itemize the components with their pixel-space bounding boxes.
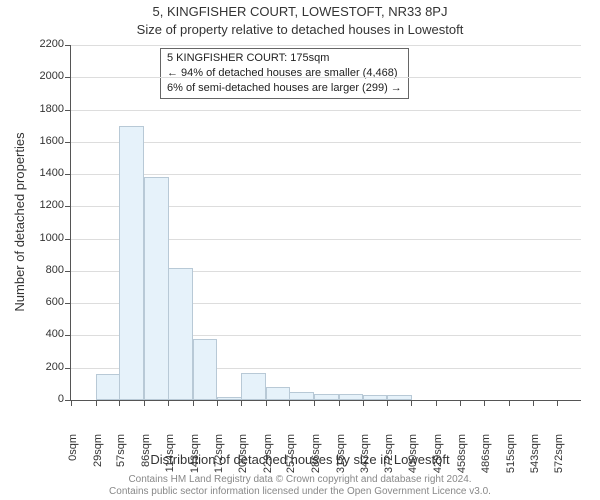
y-tick-label: 800: [28, 264, 64, 276]
y-tick-label: 600: [28, 296, 64, 308]
histogram-bar: [193, 339, 218, 400]
x-tick: [241, 400, 242, 406]
x-tick: [363, 400, 364, 406]
y-tick: [65, 174, 71, 175]
x-tick: [168, 400, 169, 406]
histogram-bar: [314, 394, 339, 400]
y-tick-label: 1400: [28, 167, 64, 179]
y-tick: [65, 110, 71, 111]
x-tick: [557, 400, 558, 406]
gridline: [71, 77, 581, 78]
x-tick-label: 572sqm: [553, 434, 565, 474]
chart-subtitle: Size of property relative to detached ho…: [0, 22, 600, 37]
x-tick: [484, 400, 485, 406]
x-tick-label: 86sqm: [140, 434, 152, 474]
x-tick-label: 257sqm: [285, 434, 297, 474]
x-tick-label: 458sqm: [456, 434, 468, 474]
x-tick-label: 143sqm: [189, 434, 201, 474]
x-tick: [119, 400, 120, 406]
histogram-bar: [144, 177, 169, 400]
x-tick: [193, 400, 194, 406]
gridline: [71, 174, 581, 175]
histogram-bar: [339, 394, 364, 400]
x-tick: [71, 400, 72, 406]
plot-area: 5 KINGFISHER COURT: 175sqm ← 94% of deta…: [70, 45, 581, 401]
annotation-line-3: 6% of semi-detached houses are larger (2…: [167, 81, 402, 96]
y-tick: [65, 335, 71, 336]
y-tick: [65, 239, 71, 240]
histogram-bar: [241, 373, 266, 400]
footnote-line-1: Contains HM Land Registry data © Crown c…: [0, 474, 600, 486]
x-tick: [217, 400, 218, 406]
histogram-bar: [363, 395, 388, 400]
x-tick-label: 229sqm: [262, 434, 274, 474]
gridline: [71, 45, 581, 46]
x-tick: [266, 400, 267, 406]
y-tick-label: 0: [28, 393, 64, 405]
x-tick-label: 114sqm: [164, 434, 176, 474]
x-tick-label: 543sqm: [529, 434, 541, 474]
gridline: [71, 110, 581, 111]
y-tick-label: 1600: [28, 135, 64, 147]
x-tick-label: 429sqm: [432, 434, 444, 474]
y-tick: [65, 368, 71, 369]
x-tick-label: 200sqm: [237, 434, 249, 474]
x-tick-label: 172sqm: [213, 434, 225, 474]
annotation-box: 5 KINGFISHER COURT: 175sqm ← 94% of deta…: [160, 48, 409, 99]
y-tick-label: 1800: [28, 103, 64, 115]
x-tick: [533, 400, 534, 406]
y-tick-label: 400: [28, 328, 64, 340]
y-tick-label: 200: [28, 361, 64, 373]
x-tick-label: 29sqm: [92, 434, 104, 474]
x-tick-label: 486sqm: [480, 434, 492, 474]
x-tick: [387, 400, 388, 406]
x-tick-label: 286sqm: [310, 434, 322, 474]
x-tick: [509, 400, 510, 406]
x-tick-label: 372sqm: [383, 434, 395, 474]
chart-container: 5, KINGFISHER COURT, LOWESTOFT, NR33 8PJ…: [0, 0, 600, 500]
annotation-line-1: 5 KINGFISHER COURT: 175sqm: [167, 51, 402, 66]
y-tick-label: 2000: [28, 70, 64, 82]
histogram-bar: [119, 126, 144, 400]
x-tick: [314, 400, 315, 406]
histogram-bar: [266, 387, 291, 400]
x-tick-label: 400sqm: [407, 434, 419, 474]
x-tick-label: 515sqm: [505, 434, 517, 474]
x-tick: [96, 400, 97, 406]
y-axis-label-wrap: Number of detached properties: [0, 0, 20, 500]
x-tick: [144, 400, 145, 406]
x-tick: [339, 400, 340, 406]
y-tick: [65, 303, 71, 304]
y-tick-label: 2200: [28, 38, 64, 50]
histogram-bar: [387, 395, 412, 400]
y-tick: [65, 206, 71, 207]
y-tick: [65, 45, 71, 46]
gridline: [71, 142, 581, 143]
chart-title: 5, KINGFISHER COURT, LOWESTOFT, NR33 8PJ: [0, 4, 600, 19]
x-tick-label: 0sqm: [67, 434, 79, 474]
x-tick: [289, 400, 290, 406]
x-tick: [460, 400, 461, 406]
y-tick: [65, 271, 71, 272]
x-tick-label: 315sqm: [335, 434, 347, 474]
y-axis-label: Number of detached properties: [12, 132, 27, 311]
footnote-line-2: Contains public sector information licen…: [0, 486, 600, 498]
y-tick-label: 1000: [28, 232, 64, 244]
histogram-bar: [168, 268, 193, 400]
histogram-bar: [217, 397, 242, 400]
annotation-line-2: ← 94% of detached houses are smaller (4,…: [167, 66, 402, 81]
histogram-bar: [96, 374, 121, 400]
x-tick-label: 343sqm: [359, 434, 371, 474]
x-tick-label: 57sqm: [115, 434, 127, 474]
y-tick: [65, 142, 71, 143]
y-tick-label: 1200: [28, 199, 64, 211]
x-tick: [436, 400, 437, 406]
x-tick: [411, 400, 412, 406]
y-tick: [65, 77, 71, 78]
footnote: Contains HM Land Registry data © Crown c…: [0, 474, 600, 498]
histogram-bar: [289, 392, 314, 400]
